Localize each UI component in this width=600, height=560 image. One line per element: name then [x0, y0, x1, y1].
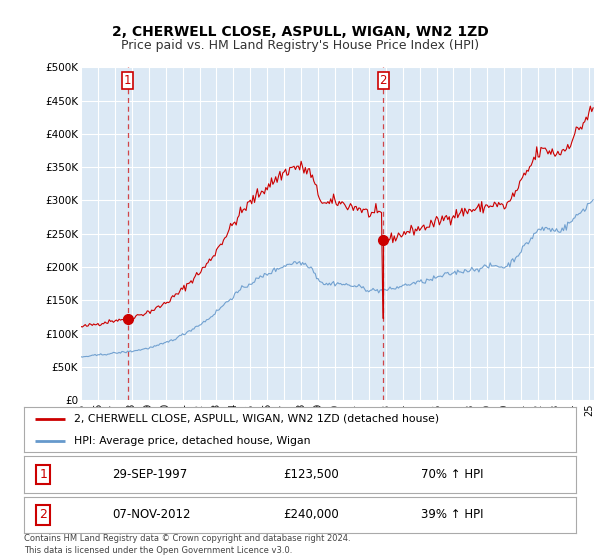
Text: £123,500: £123,500 — [283, 468, 339, 481]
Text: 1: 1 — [124, 74, 131, 87]
Text: This data is licensed under the Open Government Licence v3.0.: This data is licensed under the Open Gov… — [24, 547, 292, 556]
Text: 2, CHERWELL CLOSE, ASPULL, WIGAN, WN2 1ZD (detached house): 2, CHERWELL CLOSE, ASPULL, WIGAN, WN2 1Z… — [74, 414, 439, 424]
Text: 29-SEP-1997: 29-SEP-1997 — [112, 468, 188, 481]
Text: 2, CHERWELL CLOSE, ASPULL, WIGAN, WN2 1ZD: 2, CHERWELL CLOSE, ASPULL, WIGAN, WN2 1Z… — [112, 25, 488, 39]
Text: 39% ↑ HPI: 39% ↑ HPI — [421, 508, 484, 521]
Text: 2: 2 — [40, 508, 47, 521]
Text: 2: 2 — [379, 74, 387, 87]
Text: Contains HM Land Registry data © Crown copyright and database right 2024.: Contains HM Land Registry data © Crown c… — [24, 534, 350, 543]
Text: Price paid vs. HM Land Registry's House Price Index (HPI): Price paid vs. HM Land Registry's House … — [121, 39, 479, 52]
Text: 07-NOV-2012: 07-NOV-2012 — [112, 508, 191, 521]
Text: HPI: Average price, detached house, Wigan: HPI: Average price, detached house, Wiga… — [74, 436, 310, 446]
Text: £240,000: £240,000 — [283, 508, 339, 521]
Text: 70% ↑ HPI: 70% ↑ HPI — [421, 468, 484, 481]
Text: 1: 1 — [40, 468, 47, 481]
